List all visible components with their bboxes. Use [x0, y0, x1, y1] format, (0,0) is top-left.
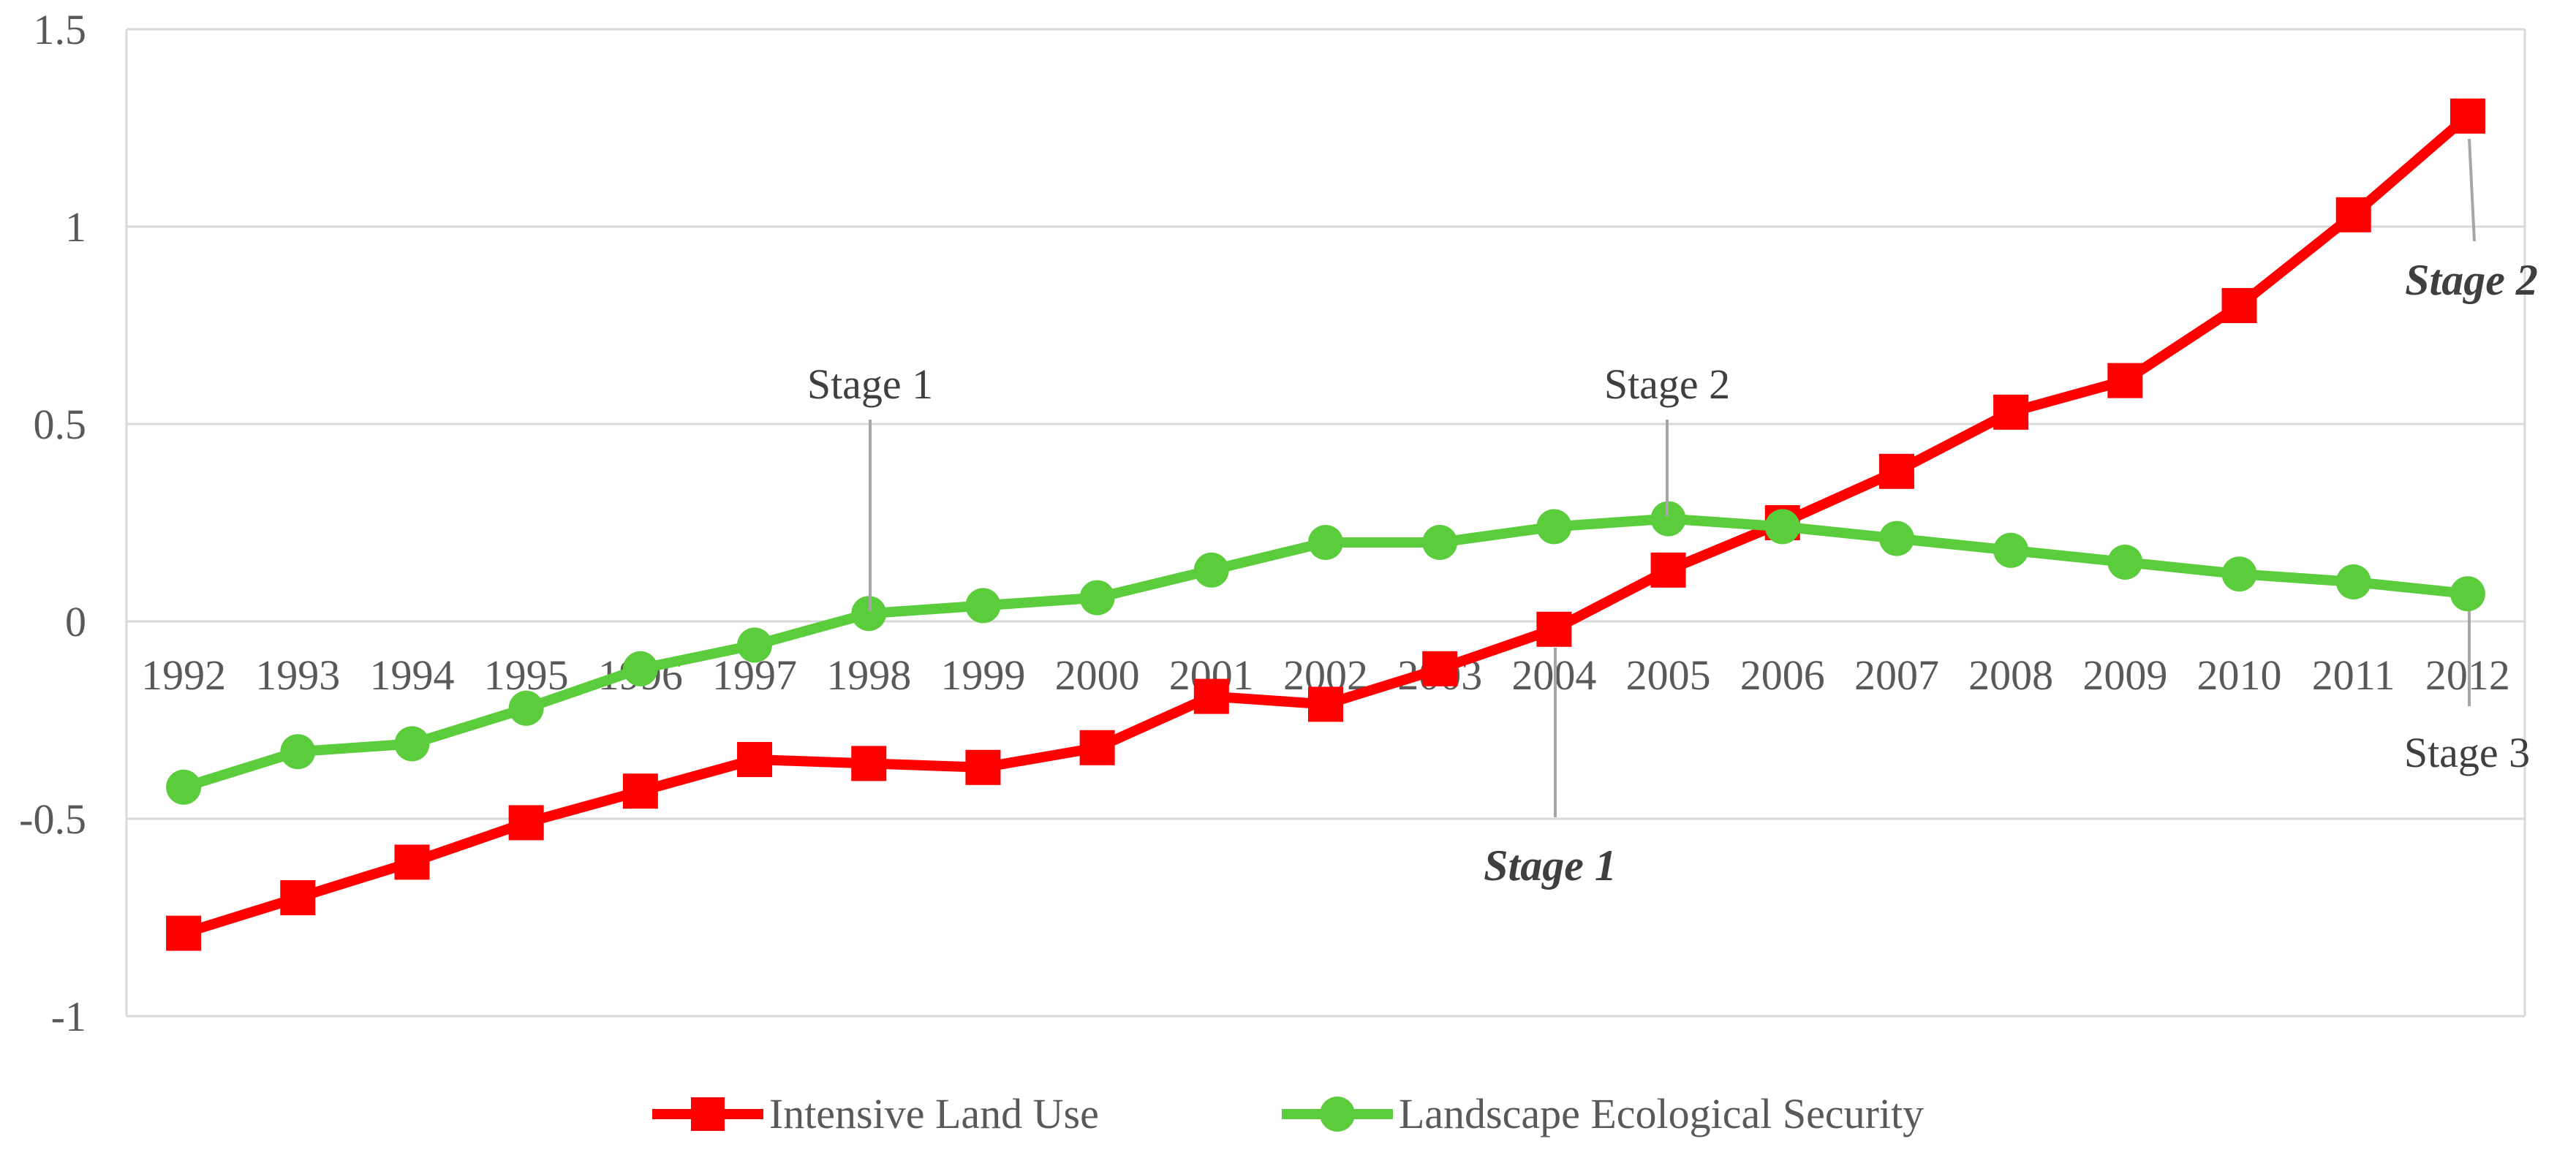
annotation-stage-2-1-label: Stage 2: [1604, 360, 1730, 408]
series-landscape-ecological-security-marker-1993[interactable]: [280, 734, 316, 770]
x-axis-tick-label-2011: 2011: [2312, 651, 2395, 699]
x-axis-tick-label-2000: 2000: [1055, 651, 1140, 699]
series-intensive-land-use-marker-1993[interactable]: [280, 880, 316, 915]
x-axis-tick-label-2008: 2008: [1968, 651, 2053, 699]
series-landscape-ecological-security-marker-2000[interactable]: [1079, 580, 1115, 616]
series-intensive-land-use-marker-1999[interactable]: [965, 749, 1001, 785]
series-intensive-land-use-marker-1996[interactable]: [622, 773, 658, 809]
annotation-stage-1-3-label: Stage 1: [1484, 841, 1617, 890]
x-axis-tick-label-1994: 1994: [369, 651, 454, 699]
series-landscape-ecological-security-marker-1995[interactable]: [508, 690, 544, 726]
green-circle-line-icon: [1281, 1096, 1393, 1132]
x-axis-tick-label-2009: 2009: [2082, 651, 2167, 699]
series-landscape-ecological-security-marker-1999[interactable]: [965, 588, 1001, 624]
series-intensive-land-use-marker-1994[interactable]: [394, 844, 430, 880]
series-intensive-land-use-marker-2003[interactable]: [1422, 651, 1458, 686]
series-landscape-ecological-security-marker-2001[interactable]: [1193, 552, 1229, 588]
y-axis-tick-label-1: 1: [65, 203, 86, 251]
y-axis-tick-label-0: 0: [65, 598, 86, 646]
series-landscape-ecological-security-marker-2007[interactable]: [1878, 520, 1914, 556]
series-intensive-land-use-marker-2009[interactable]: [2107, 363, 2143, 398]
x-axis-tick-label-1993: 1993: [255, 651, 340, 699]
series-landscape-ecological-security-marker-2006[interactable]: [1764, 509, 1800, 545]
x-axis-tick-label-2006: 2006: [1740, 651, 1825, 699]
x-axis-tick-label-2012: 2012: [2425, 651, 2510, 699]
y-axis-tick-label--0.5: -0.5: [19, 795, 86, 843]
series-landscape-ecological-security-marker-2003[interactable]: [1422, 525, 1458, 560]
series-landscape-ecological-security-marker-1998[interactable]: [851, 596, 887, 632]
series-intensive-land-use-marker-2001[interactable]: [1193, 678, 1229, 714]
series-intensive-land-use-marker-2012[interactable]: [2450, 98, 2485, 134]
x-axis-tick-label-1999: 1999: [940, 651, 1025, 699]
series-landscape-ecological-security-marker-2012[interactable]: [2450, 576, 2485, 612]
series-landscape-ecological-security-marker-1992[interactable]: [166, 769, 202, 805]
x-axis-tick-label-1998: 1998: [826, 651, 911, 699]
y-axis-tick-label-1.5: 1.5: [34, 6, 87, 53]
x-axis-tick-label-2005: 2005: [1626, 651, 1711, 699]
series-landscape-ecological-security-marker-2005[interactable]: [1650, 501, 1686, 537]
annotation-stage-1-0-label: Stage 1: [807, 360, 933, 408]
series-intensive-land-use-marker-2002[interactable]: [1308, 686, 1343, 722]
series-landscape-ecological-security-marker-2011[interactable]: [2335, 564, 2371, 599]
series-landscape-ecological-security-marker-1997[interactable]: [737, 627, 773, 663]
series-landscape-ecological-security-marker-2008[interactable]: [1993, 532, 2029, 568]
series-intensive-land-use-marker-2005[interactable]: [1650, 552, 1686, 588]
annotation-stage-3-2-label: Stage 3: [2404, 729, 2530, 776]
annotation-stage-2-4-leader-line: [2468, 138, 2476, 242]
series-landscape-ecological-security-marker-1996[interactable]: [622, 651, 658, 686]
legend-label-landscape-ecological-security: Landscape Ecological Security: [1398, 1090, 1925, 1137]
series-intensive-land-use-marker-2008[interactable]: [1993, 394, 2029, 430]
annotation-stage-2-4-label: Stage 2: [2405, 256, 2538, 304]
series-landscape-ecological-security-marker-2004[interactable]: [1536, 509, 1572, 545]
series-landscape-ecological-security-marker-2009[interactable]: [2107, 545, 2143, 580]
y-axis-tick-label-0.5: 0.5: [34, 401, 87, 448]
x-axis-tick-label-1992: 1992: [141, 651, 226, 699]
legend-label-intensive-land-use: Intensive Land Use: [768, 1090, 1099, 1137]
series-landscape-ecological-security-marker-2010[interactable]: [2221, 556, 2257, 592]
series-landscape-ecological-security-marker-1994[interactable]: [394, 726, 430, 762]
legend-item-intensive-land-use[interactable]: Intensive Land Use: [651, 1089, 1099, 1138]
red-square-line-icon: [651, 1096, 763, 1132]
legend: Intensive Land Use Landscape Ecological …: [0, 1089, 2576, 1138]
series-intensive-land-use-marker-1997[interactable]: [737, 742, 773, 777]
series-intensive-land-use-marker-2011[interactable]: [2335, 197, 2371, 232]
x-axis-tick-label-2007: 2007: [1854, 651, 1939, 699]
series-landscape-ecological-security-marker-2002[interactable]: [1308, 525, 1343, 560]
y-axis-tick-label--1: -1: [51, 993, 86, 1040]
series-intensive-land-use-marker-1995[interactable]: [508, 805, 544, 841]
series-intensive-land-use-marker-2010[interactable]: [2221, 288, 2257, 323]
x-axis-tick-label-2010: 2010: [2197, 651, 2282, 699]
series-intensive-land-use-marker-2000[interactable]: [1079, 730, 1115, 765]
series-intensive-land-use-marker-1998[interactable]: [851, 746, 887, 781]
series-intensive-land-use-marker-2004[interactable]: [1536, 611, 1572, 647]
series-intensive-land-use-marker-2007[interactable]: [1878, 453, 1914, 489]
legend-item-landscape-ecological-security[interactable]: Landscape Ecological Security: [1281, 1089, 1925, 1138]
series-intensive-land-use-marker-1992[interactable]: [166, 915, 202, 951]
